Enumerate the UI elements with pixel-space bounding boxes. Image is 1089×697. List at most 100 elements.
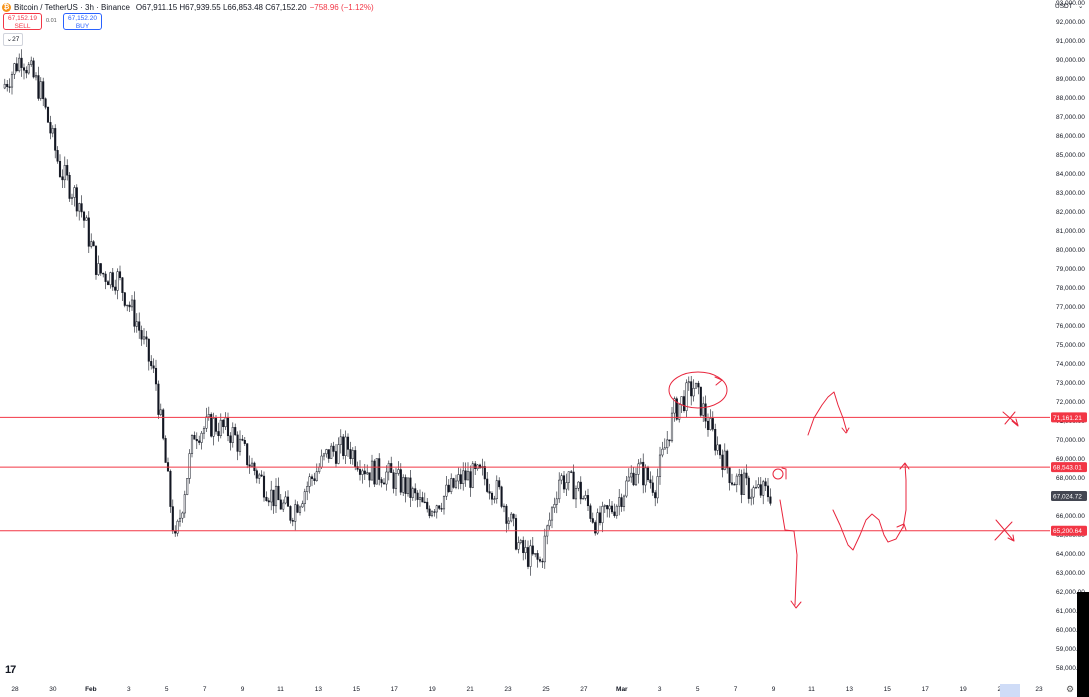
- candle-body: [726, 450, 729, 469]
- candle-body: [44, 98, 47, 108]
- candle-body: [560, 475, 563, 481]
- candle-body: [543, 535, 546, 563]
- candle-body: [462, 470, 465, 484]
- price-change: −758.96 (−1.12%): [309, 2, 374, 12]
- candle-body: [699, 386, 702, 416]
- candle-body: [358, 469, 362, 475]
- price-tick-label: 93,000.00: [1056, 0, 1085, 7]
- current-price-badge: [1051, 491, 1087, 502]
- tradingview-logo-icon[interactable]: 17: [5, 664, 16, 676]
- chevron-down-icon: ⌄: [6, 36, 13, 43]
- candle-body: [738, 474, 741, 477]
- time-tick-label: 11: [277, 686, 284, 693]
- price-tick-label: 78,000.00: [1056, 285, 1085, 292]
- sell-button[interactable]: 67,152.19 SELL: [3, 13, 42, 30]
- candle-body: [188, 453, 191, 479]
- time-axis[interactable]: 28 30 Feb 3 5 7 9 11 13 15 17 19 21 23 25 27 Mar 3 5 7 9 11 13…: [11, 686, 1043, 693]
- candle-body: [742, 472, 746, 495]
- candle-body: [92, 241, 95, 247]
- price-level-labels: 71,161.21 68,543.01 65,200.64 67,024.72: [1051, 412, 1087, 536]
- candle-body: [517, 542, 520, 550]
- candle-body: [483, 466, 486, 480]
- time-tick-label: 30: [49, 686, 57, 693]
- candle-body: [596, 512, 599, 534]
- currency-label[interactable]: USDT: [1055, 3, 1073, 10]
- price-tick-label: 87,000.00: [1056, 114, 1085, 121]
- candle-body: [282, 502, 285, 510]
- top-circle-tail-drawing: [714, 376, 723, 386]
- price-level-badge: [1051, 525, 1087, 536]
- candle-body: [769, 496, 772, 504]
- candle-body: [718, 444, 722, 456]
- candle-body: [490, 492, 494, 500]
- candle-body: [502, 505, 506, 508]
- candle-body: [764, 481, 767, 487]
- candle-body: [54, 128, 57, 151]
- candle-body: [745, 472, 748, 479]
- candle-body: [183, 494, 186, 514]
- candle-body: [658, 454, 662, 477]
- candle-body: [162, 409, 165, 439]
- candle-body: [111, 272, 114, 288]
- candle-body: [20, 57, 23, 68]
- candle-body: [582, 497, 585, 500]
- hook-drawing: [781, 467, 787, 480]
- candle-body: [291, 520, 294, 522]
- time-tick-label: 7: [203, 686, 207, 693]
- candle-body: [630, 472, 633, 478]
- symbol-header[interactable]: ₿ Bitcoin / TetherUS · 3h · Binance O67,…: [2, 1, 374, 13]
- candle-body: [668, 439, 671, 442]
- settings-gear-icon[interactable]: ⚙: [1066, 684, 1075, 694]
- candle-body: [46, 106, 50, 123]
- candle-body: [174, 530, 177, 534]
- candle-body: [37, 75, 40, 99]
- candle-body: [154, 367, 158, 385]
- candle-body: [70, 197, 74, 199]
- candle-body: [416, 492, 419, 500]
- candle-body: [32, 60, 35, 78]
- candle-body: [346, 436, 350, 450]
- time-tick-label: 19: [960, 686, 968, 693]
- candle-body: [709, 418, 712, 430]
- current-price-label: 67,024.72: [1053, 494, 1082, 501]
- candle-body: [186, 478, 189, 495]
- candle-body: [68, 174, 71, 199]
- candle-body: [622, 495, 626, 507]
- price-tick-label: 59,000.00: [1056, 646, 1085, 653]
- candle-body: [608, 505, 611, 510]
- candle-body: [411, 488, 414, 498]
- candle-body: [200, 432, 203, 443]
- candle-body: [339, 436, 342, 445]
- time-tick-label: 7: [734, 686, 738, 693]
- candle-body: [234, 427, 237, 436]
- time-axis-highlight: [1000, 684, 1020, 697]
- candle-body: [6, 83, 9, 87]
- candle-body: [459, 474, 462, 484]
- candle-body: [231, 427, 234, 443]
- price-axis[interactable]: 93,000.00 92,000.00 91,000.00 90,000.00 89,0…: [1056, 0, 1085, 672]
- drop-path-drawing: [779, 499, 798, 606]
- candle-body: [318, 466, 321, 472]
- candle-body: [159, 409, 162, 415]
- price-level-badge: [1051, 462, 1087, 473]
- symbol-title[interactable]: Bitcoin / TetherUS · 3h · Binance: [14, 2, 130, 12]
- candle-body: [514, 518, 518, 550]
- candle-body: [728, 467, 731, 484]
- horizontal-levels: [0, 416, 1050, 532]
- candle-body: [356, 466, 359, 470]
- time-tick-label: 17: [391, 686, 399, 693]
- candle-body: [97, 263, 100, 275]
- candle-body: [406, 477, 410, 494]
- currency-dropdown-icon[interactable]: ⌄: [1078, 3, 1084, 10]
- candle-body: [639, 461, 642, 465]
- candle-body: [536, 553, 539, 560]
- candle-body: [217, 431, 220, 436]
- buy-button[interactable]: 67,152.20 BUY: [63, 13, 102, 30]
- candle-body: [123, 292, 126, 306]
- volume-toggle[interactable]: ⌄27: [3, 33, 23, 46]
- price-level-label: 65,200.64: [1053, 528, 1082, 535]
- candle-body: [711, 418, 714, 430]
- candle-body: [193, 435, 196, 440]
- candle-body: [692, 387, 695, 397]
